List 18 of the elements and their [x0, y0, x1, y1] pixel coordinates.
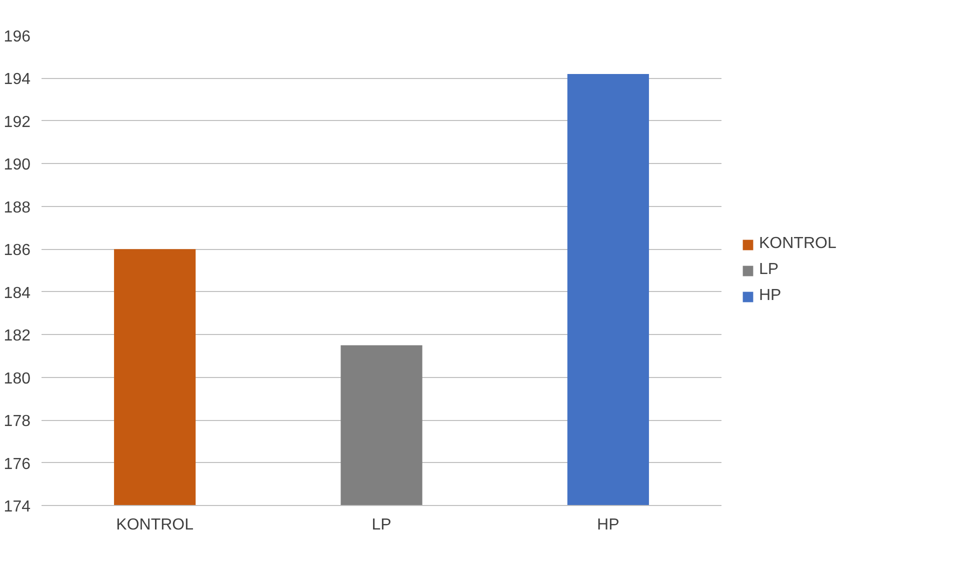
x-tick-label: KONTROL: [116, 516, 194, 534]
x-tick-label: HP: [597, 516, 620, 534]
y-tick-label: 196: [4, 28, 31, 46]
legend-label: LP: [759, 261, 779, 279]
y-tick-label: 192: [4, 114, 31, 131]
legend-label: KONTROL: [759, 235, 836, 253]
y-tick-label: 190: [4, 156, 31, 174]
y-tick-label: 180: [4, 370, 31, 388]
legend-label: HP: [759, 287, 782, 305]
y-tick-label: 182: [4, 328, 31, 345]
y-tick-label: 174: [4, 498, 31, 516]
y-tick-label: 176: [4, 456, 31, 473]
y-tick-label: 186: [4, 242, 31, 260]
y-tick-label: 184: [4, 284, 31, 302]
y-tick-label: 188: [4, 199, 31, 216]
x-tick-label: LP: [372, 516, 392, 534]
y-tick-label: 194: [4, 71, 31, 88]
y-tick-label: 178: [4, 413, 31, 430]
